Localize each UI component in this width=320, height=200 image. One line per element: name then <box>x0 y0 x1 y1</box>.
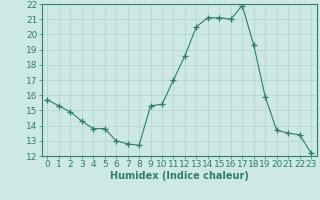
X-axis label: Humidex (Indice chaleur): Humidex (Indice chaleur) <box>110 171 249 181</box>
